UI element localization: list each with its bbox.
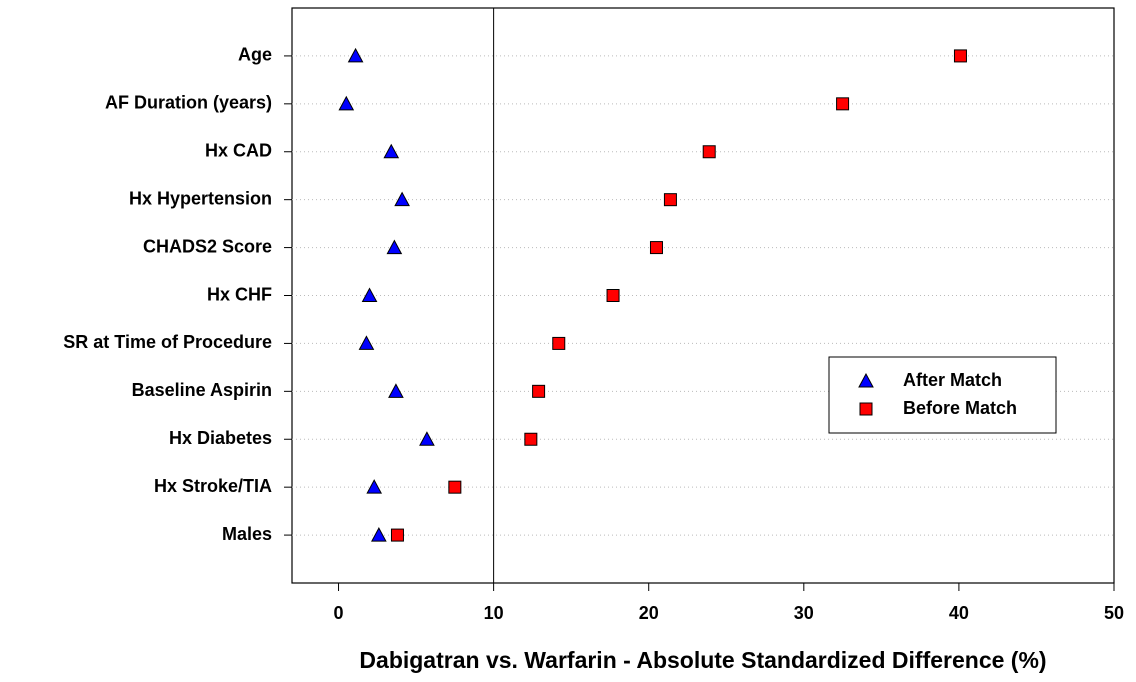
x-tick-label: 40 <box>949 603 969 623</box>
triangle-marker <box>366 479 383 494</box>
y-tick-label: Males <box>222 524 272 544</box>
y-tick-label: AF Duration (years) <box>105 93 272 113</box>
y-tick-label: CHADS2 Score <box>143 236 272 256</box>
legend-label: Before Match <box>903 398 1017 418</box>
square-marker <box>524 432 538 446</box>
x-tick-label: 10 <box>484 603 504 623</box>
legend-box <box>828 356 1057 434</box>
square-marker <box>836 97 850 111</box>
triangle-marker <box>361 287 378 302</box>
triangle-marker <box>371 527 387 542</box>
y-tick-label: Hx Diabetes <box>169 428 272 448</box>
triangle-marker <box>419 431 435 446</box>
x-tick-label: 50 <box>1104 603 1124 623</box>
legend-label: After Match <box>903 370 1002 390</box>
square-marker <box>649 241 663 255</box>
x-tick-label: 0 <box>334 603 344 623</box>
triangle-marker <box>347 47 364 63</box>
y-tick-label: Baseline Aspirin <box>132 380 272 400</box>
square-marker <box>606 289 620 302</box>
y-tick-label: SR at Time of Procedure <box>63 332 272 352</box>
square-marker <box>702 145 716 159</box>
triangle-marker <box>394 191 410 207</box>
square-marker <box>390 528 404 542</box>
triangle-marker <box>338 95 355 111</box>
triangle-marker <box>386 239 403 255</box>
y-tick-label: Hx CHF <box>207 284 272 304</box>
x-tick-label: 20 <box>639 603 659 623</box>
triangle-marker <box>358 335 375 350</box>
square-marker <box>448 480 462 494</box>
square-marker <box>663 193 677 207</box>
triangle-marker <box>858 372 874 388</box>
y-tick-label: Age <box>238 45 272 65</box>
x-tick-label: 30 <box>794 603 814 623</box>
y-tick-label: Hx Hypertension <box>129 188 272 208</box>
triangle-marker <box>383 143 400 159</box>
y-tick-label: Hx CAD <box>205 141 272 161</box>
square-marker <box>859 402 873 416</box>
triangle-marker <box>388 383 404 398</box>
x-axis-label: Dabigatran vs. Warfarin - Absolute Stand… <box>359 647 1046 673</box>
square-marker <box>953 49 967 63</box>
square-marker <box>532 384 546 398</box>
y-tick-label: Hx Stroke/TIA <box>154 476 272 496</box>
plot-frame <box>291 7 1115 584</box>
square-marker <box>552 336 566 350</box>
